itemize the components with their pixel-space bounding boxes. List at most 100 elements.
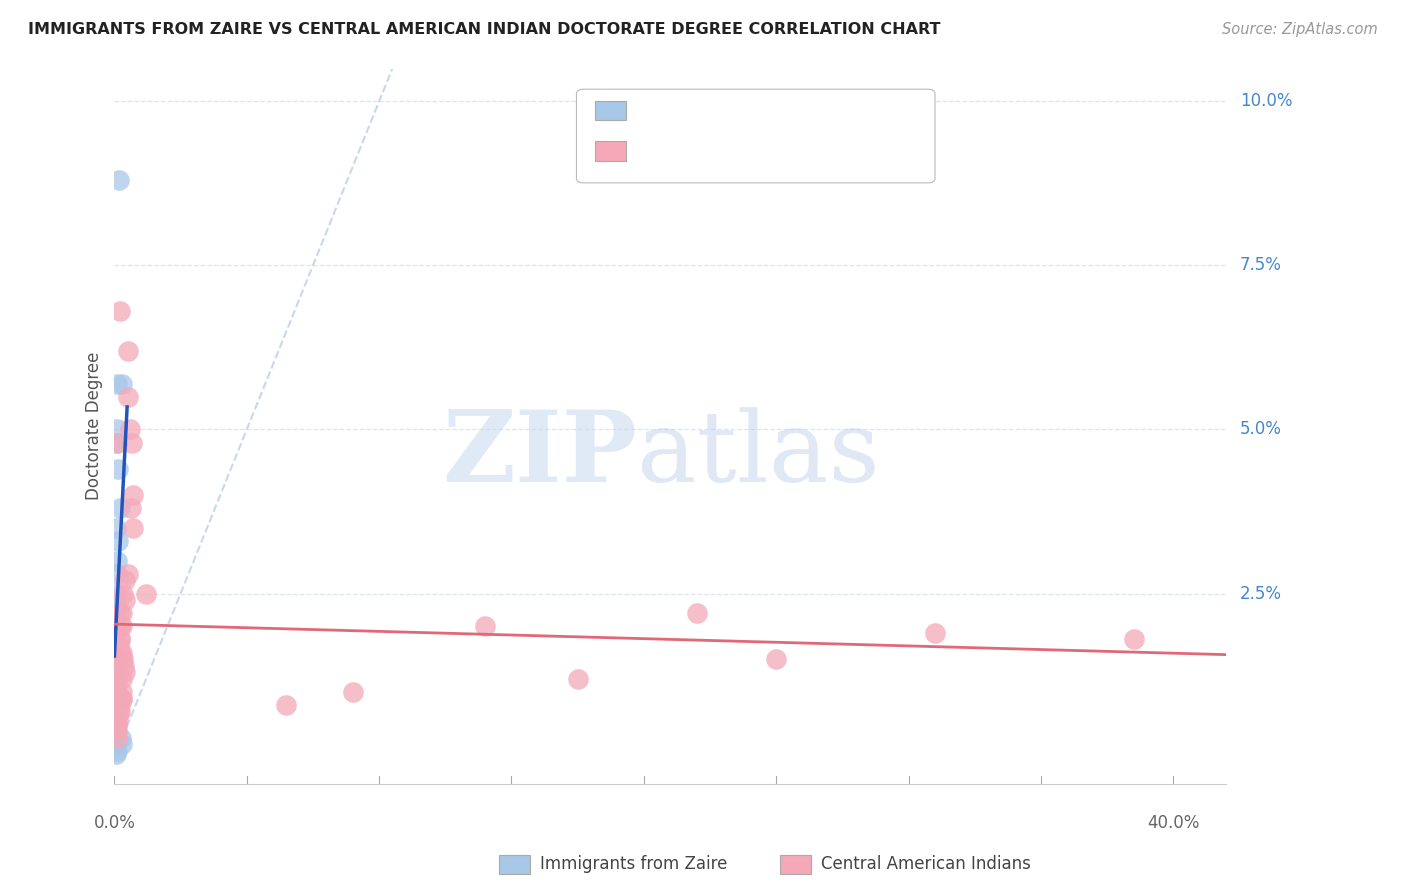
Text: R =  0.379   N = 28: R = 0.379 N = 28 (637, 102, 837, 120)
Point (120, 501, 142, 516)
Text: 10.0%: 10.0% (1240, 93, 1292, 111)
Point (111, 646, 134, 660)
Y-axis label: Doctorate Degree: Doctorate Degree (86, 352, 103, 500)
Point (108, 646, 131, 660)
Point (107, 462, 129, 476)
Point (114, 658, 136, 673)
Text: atlas: atlas (637, 407, 880, 503)
Point (105, 376, 128, 391)
Point (105, 599, 128, 614)
Point (108, 619, 131, 633)
Point (114, 593, 136, 607)
Point (111, 606, 134, 620)
Point (765, 652, 787, 666)
Point (105, 678, 128, 692)
Point (122, 488, 145, 502)
Point (108, 619, 131, 633)
Point (111, 652, 134, 666)
Point (276, 698, 298, 712)
Point (111, 738, 134, 752)
Point (104, 747, 127, 762)
Point (111, 652, 134, 666)
Point (104, 711, 127, 725)
Point (120, 422, 142, 436)
Point (105, 718, 128, 732)
Point (111, 691, 134, 706)
Point (110, 606, 132, 620)
Point (110, 632, 132, 647)
Text: 7.5%: 7.5% (1240, 256, 1282, 275)
Point (104, 521, 127, 535)
Point (567, 672, 589, 686)
Point (105, 652, 128, 666)
Point (686, 606, 709, 620)
Point (117, 390, 139, 404)
Point (121, 435, 143, 450)
Point (105, 435, 128, 450)
Point (105, 685, 128, 699)
Point (1122, 632, 1144, 647)
Point (111, 586, 134, 600)
Point (122, 521, 145, 535)
Point (107, 652, 129, 666)
Point (474, 619, 496, 633)
Text: Source: ZipAtlas.com: Source: ZipAtlas.com (1222, 22, 1378, 37)
Text: ZIP: ZIP (441, 406, 637, 503)
Point (107, 652, 129, 666)
Point (108, 304, 131, 318)
Point (105, 724, 128, 739)
Point (105, 672, 128, 686)
Text: IMMIGRANTS FROM ZAIRE VS CENTRAL AMERICAN INDIAN DOCTORATE DEGREE CORRELATION CH: IMMIGRANTS FROM ZAIRE VS CENTRAL AMERICA… (28, 22, 941, 37)
Point (110, 691, 132, 706)
Point (104, 691, 127, 706)
Point (342, 685, 364, 699)
Point (114, 665, 136, 680)
Point (924, 626, 946, 640)
Text: R = -0.089   N = 58: R = -0.089 N = 58 (637, 142, 837, 160)
Point (104, 606, 127, 620)
Text: Immigrants from Zaire: Immigrants from Zaire (540, 855, 727, 873)
Point (114, 574, 136, 588)
Point (104, 718, 127, 732)
Point (111, 685, 134, 699)
Point (135, 586, 157, 600)
Point (105, 665, 128, 680)
Point (105, 586, 128, 600)
Point (107, 534, 129, 549)
Point (105, 658, 128, 673)
Point (105, 744, 128, 758)
Point (111, 691, 134, 706)
Point (105, 554, 128, 568)
Point (108, 698, 131, 712)
Point (117, 566, 139, 581)
Point (105, 652, 128, 666)
Point (108, 632, 131, 647)
Point (104, 691, 127, 706)
Point (108, 646, 131, 660)
Point (108, 501, 131, 516)
Point (104, 724, 127, 739)
Text: 5.0%: 5.0% (1240, 420, 1282, 439)
Text: Central American Indians: Central American Indians (821, 855, 1031, 873)
Point (110, 691, 132, 706)
Point (105, 731, 128, 745)
Point (104, 738, 127, 752)
Point (105, 718, 128, 732)
Point (105, 665, 128, 680)
Point (117, 343, 139, 358)
Point (105, 665, 128, 680)
Point (111, 376, 134, 391)
Point (107, 711, 129, 725)
Point (108, 173, 131, 187)
Point (108, 639, 131, 653)
Point (110, 731, 132, 745)
Text: 40.0%: 40.0% (1147, 814, 1199, 832)
Point (108, 705, 131, 719)
Point (111, 672, 134, 686)
Point (105, 422, 128, 436)
Text: 2.5%: 2.5% (1240, 584, 1282, 602)
Point (108, 705, 131, 719)
Text: 0.0%: 0.0% (93, 814, 135, 832)
Point (111, 619, 134, 633)
Point (105, 566, 128, 581)
